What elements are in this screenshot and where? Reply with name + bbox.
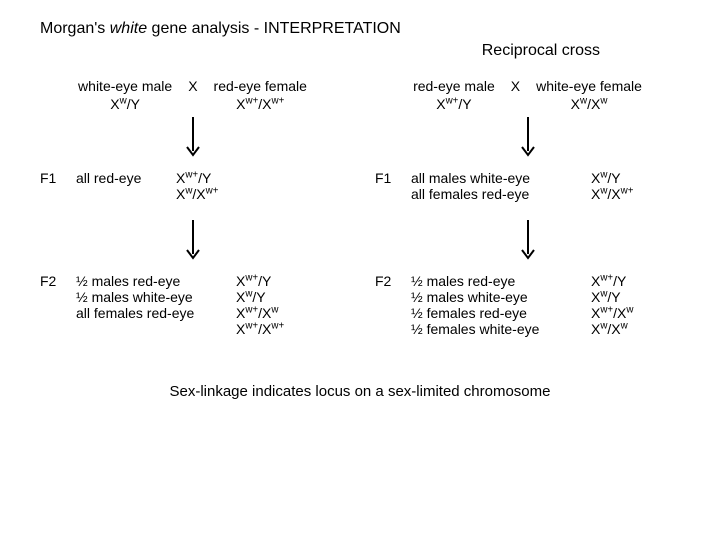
right-p1-pheno: red-eye male	[413, 78, 495, 96]
left-parent-1: white-eye male Xw/Y	[78, 78, 172, 113]
f1-label: F1	[40, 170, 76, 186]
left-p2-pheno: red-eye female	[214, 78, 307, 96]
right-f2-body: ½ males red-eyeXw+/Y½ males white-eyeXw/…	[411, 273, 680, 337]
title-suffix: gene analysis - INTERPRETATION	[147, 20, 401, 37]
left-arrow-1	[40, 117, 345, 160]
right-parents: red-eye male Xw+/Y X white-eye female Xw…	[375, 78, 680, 113]
f2-label: F2	[375, 273, 411, 289]
right-arrow-1	[375, 117, 680, 160]
page-title: Morgan's white gene analysis - INTERPRET…	[40, 20, 680, 38]
left-f2: F2 ½ males red-eyeXw+/Y½ males white-eye…	[40, 273, 345, 337]
left-f2-body: ½ males red-eyeXw+/Y½ males white-eyeXw/…	[76, 273, 345, 337]
down-arrow-icon	[186, 220, 200, 260]
result-line: all females red-eyeXw+/Xw	[76, 305, 345, 321]
left-parent-2: red-eye female Xw+/Xw+	[214, 78, 307, 113]
result-genotype: Xw+/Y	[236, 273, 271, 289]
right-cross: red-eye male Xw+/Y X white-eye female Xw…	[375, 78, 680, 355]
right-p2-pheno: white-eye female	[536, 78, 642, 96]
right-parent-2: white-eye female Xw/Xw	[536, 78, 642, 113]
right-parent-1: red-eye male Xw+/Y	[413, 78, 495, 113]
left-cross: white-eye male Xw/Y X red-eye female Xw+…	[40, 78, 345, 355]
right-f1-body: all males white-eyeXw/Yall females red-e…	[411, 170, 680, 202]
result-genotype: Xw+/Y	[176, 170, 211, 186]
result-line: ½ males white-eyeXw/Y	[76, 289, 345, 305]
f2-label: F2	[40, 273, 76, 289]
left-f1: F1 all red-eyeXw+/YXw/Xw+	[40, 170, 345, 202]
cross-symbol: X	[505, 78, 526, 94]
left-p2-geno: Xw+/Xw+	[214, 96, 307, 114]
result-genotype: Xw+/Y	[591, 273, 626, 289]
result-desc: all females red-eye	[76, 305, 236, 321]
title-gene: white	[110, 20, 147, 37]
result-line: ½ males white-eyeXw/Y	[411, 289, 680, 305]
result-genotype: Xw/Xw+	[591, 186, 633, 202]
right-p1-geno: Xw+/Y	[413, 96, 495, 114]
result-desc: ½ females red-eye	[411, 305, 591, 321]
result-desc: ½ males white-eye	[76, 289, 236, 305]
result-desc: all males white-eye	[411, 170, 591, 186]
cross-symbol: X	[182, 78, 203, 94]
conclusion: Sex-linkage indicates locus on a sex-lim…	[40, 383, 680, 400]
result-line: all females red-eyeXw/Xw+	[411, 186, 680, 202]
result-line: Xw+/Xw+	[76, 321, 345, 337]
left-f1-body: all red-eyeXw+/YXw/Xw+	[76, 170, 345, 202]
result-line: ½ females red-eyeXw+/Xw	[411, 305, 680, 321]
result-line: ½ males red-eyeXw+/Y	[76, 273, 345, 289]
title-prefix: Morgan's	[40, 20, 110, 37]
result-desc	[76, 186, 176, 202]
result-line: Xw/Xw+	[76, 186, 345, 202]
f1-label: F1	[375, 170, 411, 186]
result-genotype: Xw/Y	[591, 289, 621, 305]
right-p2-geno: Xw/Xw	[536, 96, 642, 114]
down-arrow-icon	[521, 220, 535, 260]
result-desc	[76, 321, 236, 337]
result-desc: ½ females white-eye	[411, 321, 591, 337]
result-genotype: Xw/Xw+	[176, 186, 218, 202]
result-desc: ½ males red-eye	[76, 273, 236, 289]
left-parents: white-eye male Xw/Y X red-eye female Xw+…	[40, 78, 345, 113]
result-genotype: Xw+/Xw+	[236, 321, 284, 337]
result-genotype: Xw+/Xw	[236, 305, 278, 321]
right-arrow-2	[375, 220, 680, 263]
result-genotype: Xw/Y	[591, 170, 621, 186]
result-genotype: Xw+/Xw	[591, 305, 633, 321]
result-genotype: Xw/Y	[236, 289, 266, 305]
result-genotype: Xw/Xw	[591, 321, 628, 337]
right-f2: F2 ½ males red-eyeXw+/Y½ males white-eye…	[375, 273, 680, 337]
result-desc: ½ males white-eye	[411, 289, 591, 305]
result-desc: all females red-eye	[411, 186, 591, 202]
cross-columns: white-eye male Xw/Y X red-eye female Xw+…	[40, 78, 680, 355]
left-p1-geno: Xw/Y	[78, 96, 172, 114]
right-f1: F1 all males white-eyeXw/Yall females re…	[375, 170, 680, 202]
down-arrow-icon	[186, 117, 200, 157]
result-desc: all red-eye	[76, 170, 176, 186]
down-arrow-icon	[521, 117, 535, 157]
left-arrow-2	[40, 220, 345, 263]
result-line: ½ females white-eyeXw/Xw	[411, 321, 680, 337]
subtitle: Reciprocal cross	[40, 42, 680, 60]
result-line: ½ males red-eyeXw+/Y	[411, 273, 680, 289]
result-desc: ½ males red-eye	[411, 273, 591, 289]
left-p1-pheno: white-eye male	[78, 78, 172, 96]
result-line: all red-eyeXw+/Y	[76, 170, 345, 186]
result-line: all males white-eyeXw/Y	[411, 170, 680, 186]
